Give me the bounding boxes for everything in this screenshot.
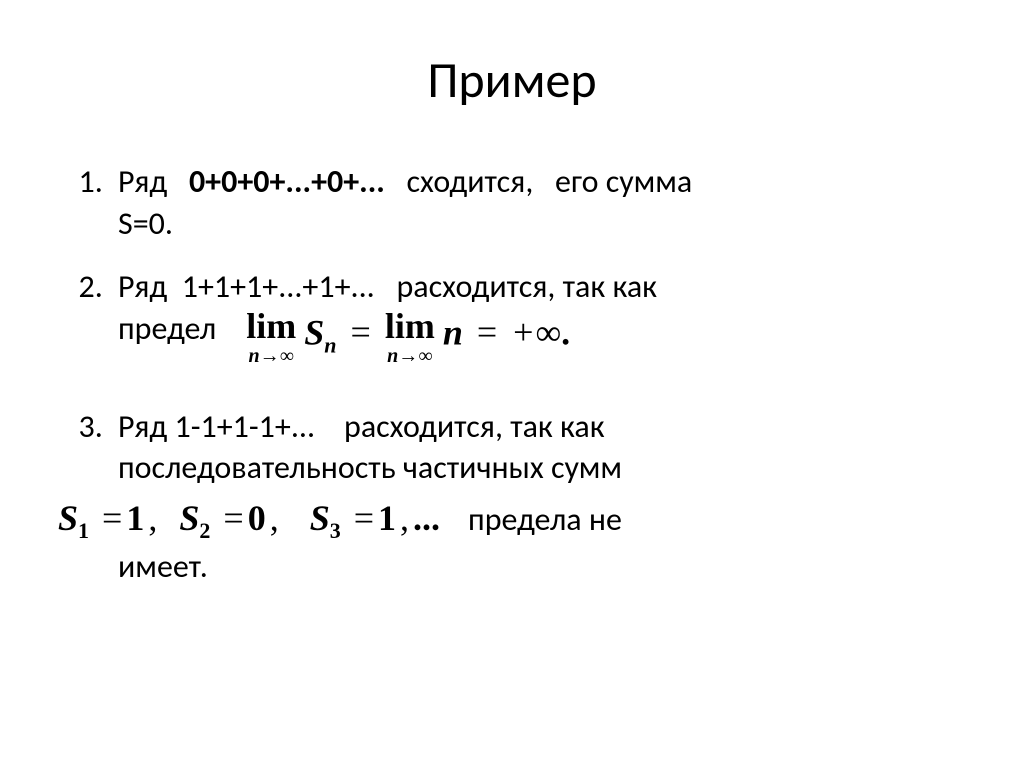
- lim-subscript: n→∞: [246, 346, 296, 366]
- lim-subscript: n→∞: [385, 346, 435, 366]
- item3-line1: Ряд 1-1+1-1+... расходится, так как: [118, 406, 969, 448]
- period: .: [561, 312, 570, 352]
- lim-operator: lim n→∞: [246, 308, 296, 366]
- list-item: Ряд 1-1+1-1+... расходится, так как посл…: [110, 406, 969, 587]
- text-prefix: Ряд: [118, 162, 189, 201]
- var-S-sub: n: [324, 332, 336, 357]
- plus-sign: +: [511, 312, 535, 352]
- limit-formula: lim n→∞ Sn = lim n→∞ n = +∞.: [246, 308, 570, 366]
- text-tail2: имеет.: [118, 546, 969, 588]
- var-S: S: [304, 312, 324, 352]
- series-expression: 0+0+0+...+0+...: [189, 162, 385, 201]
- text-tail: S=0.: [118, 204, 173, 243]
- text-tail1: предела не: [468, 499, 622, 541]
- lim-operator: lim n→∞: [385, 308, 435, 366]
- partial-sums-sequence: S1 =1, S2 =0, S3 =1,...: [58, 495, 440, 546]
- infinity-symbol: ∞: [535, 312, 561, 352]
- text-mid: сходится, его сумма: [385, 162, 692, 201]
- equals-sign: =: [345, 312, 377, 352]
- slide: Пример Ряд 0+0+0+...+0+... сходится, его…: [0, 0, 1024, 768]
- lim-text: lim: [246, 308, 296, 344]
- item2-line1: Ряд 1+1+1+...+1+... расходится, так как: [118, 266, 969, 308]
- list-item: Ряд 0+0+0+...+0+... сходится, его сумма …: [110, 161, 969, 244]
- limit-word: предел: [118, 308, 216, 350]
- equals-sign: =: [471, 312, 503, 352]
- item3-line2: последовательность частичных сумм: [118, 447, 969, 489]
- list-item: Ряд 1+1+1+...+1+... расходится, так как …: [110, 266, 969, 366]
- slide-title: Пример: [55, 50, 969, 111]
- lim-text: lim: [385, 308, 435, 344]
- example-list: Ряд 0+0+0+...+0+... сходится, его сумма …: [55, 161, 969, 587]
- var-n: n: [443, 312, 463, 352]
